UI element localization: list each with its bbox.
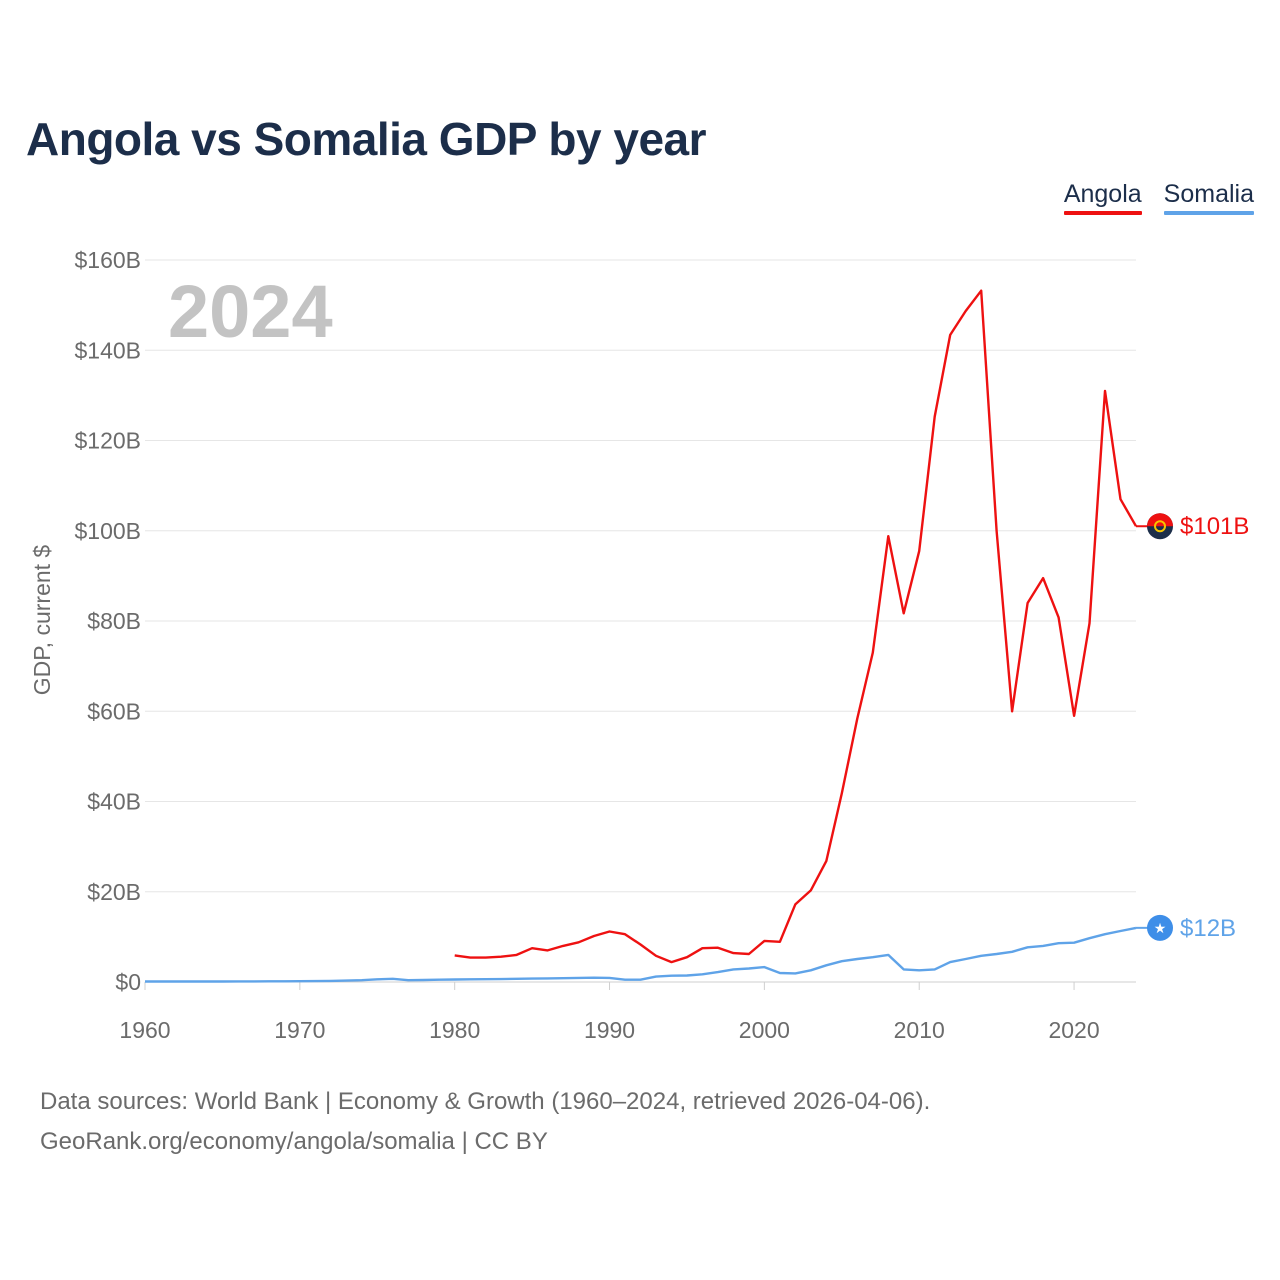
y-tick-label: $0 [115,969,141,995]
y-tick-label: $140B [74,337,141,363]
legend-item-somalia[interactable]: Somalia [1163,180,1254,215]
end-value-label: $12B [1180,915,1236,942]
x-tick-label: 2000 [739,1017,790,1043]
year-label: 2024 [168,270,333,353]
y-tick-label: $40B [87,789,141,815]
series-line-somalia [145,926,1137,983]
series [145,289,1138,983]
legend-item-angola[interactable]: Angola [1063,180,1142,215]
x-tick-label: 1960 [119,1017,170,1043]
x-tick-label: 1990 [584,1017,635,1043]
x-tick-label: 1970 [274,1017,325,1043]
legend: Angola Somalia [1063,180,1254,215]
angola-flag-icon [1147,513,1173,540]
end-value-label: $101B [1180,513,1249,540]
footer: Data sources: World Bank | Economy & Gro… [40,1082,930,1162]
y-tick-label: $60B [87,698,141,724]
y-tick-label: $20B [87,879,141,905]
footer-link[interactable]: GeoRank.org/economy/angola/somalia | CC … [40,1128,548,1155]
x-tick-label: 2020 [1048,1017,1099,1043]
series-line-angola [454,289,1138,964]
y-tick-label: $160B [74,247,141,273]
y-axis-label: GDP, current $ [29,545,55,696]
x-tick-label: 1980 [429,1017,480,1043]
somalia-flag-icon: ★ [1147,914,1173,941]
chart-title: Angola vs Somalia GDP by year [26,113,707,165]
y-axis: $0 $20B $40B $60B $80B $100B $120B $140B $160B [74,247,141,995]
legend-swatch-somalia [1163,211,1254,215]
flag-field [1147,914,1173,941]
y-tick-label: $100B [74,518,141,544]
end-markers: $101B ★ $12B [1136,513,1249,942]
flag-emblem [1154,520,1166,533]
x-tick-label: 2010 [894,1017,945,1043]
y-tick-label: $120B [74,428,141,454]
y-tick-label: $80B [87,608,141,634]
legend-label-somalia: Somalia [1163,180,1254,208]
legend-swatch-angola [1063,211,1142,215]
footer-sources: Data sources: World Bank | Economy & Gro… [40,1088,931,1115]
flag-star: ★ [1154,921,1167,937]
legend-label-angola: Angola [1063,180,1142,208]
flag-top [1147,513,1173,527]
gridlines [145,259,1136,983]
x-axis: 1960 1970 1980 1990 2000 2010 2020 [119,982,1100,1043]
